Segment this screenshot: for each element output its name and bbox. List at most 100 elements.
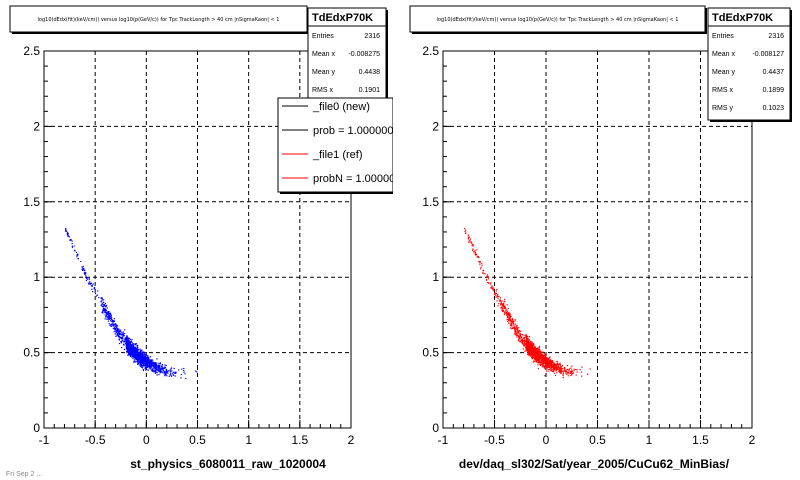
scatter-point [559, 368, 561, 370]
scatter-point [540, 363, 542, 365]
scatter-point [564, 367, 566, 369]
scatter-point [549, 368, 551, 371]
y-tick-label: 1 [432, 270, 439, 284]
scatter-point [166, 370, 169, 373]
scatter-point [129, 342, 131, 344]
scatter-point [477, 256, 479, 258]
scatter-point [130, 348, 132, 350]
scatter-point [136, 346, 139, 349]
scatter-point [543, 360, 545, 362]
scatter-point [86, 277, 88, 279]
scatter-point [541, 358, 543, 360]
legend-entry-label: _file0 (new) [312, 101, 370, 113]
scatter-point [68, 236, 71, 238]
scatter-point [74, 249, 76, 251]
scatter-point [531, 347, 534, 349]
stats-box [707, 7, 791, 121]
scatter-point [128, 345, 130, 347]
scatter-point [519, 338, 521, 340]
scatter-point [520, 340, 522, 342]
scatter-point [120, 341, 122, 343]
scatter-point [566, 365, 569, 367]
scatter-point [155, 364, 157, 367]
scatter-point [494, 292, 496, 295]
scatter-point [502, 310, 504, 312]
scatter-point [510, 323, 512, 325]
scatter-point [127, 349, 129, 352]
scatter-point [527, 337, 529, 340]
scatter-point [85, 275, 87, 277]
scatter-point [157, 365, 159, 367]
scatter-point [100, 304, 102, 306]
scatter-point [551, 370, 553, 373]
scatter-point [124, 329, 126, 331]
scatter-point [561, 368, 563, 370]
scatter-point [529, 353, 532, 355]
scatter-point [550, 363, 552, 365]
scatter-point [121, 340, 123, 342]
scatter-point [514, 320, 516, 322]
scatter-point [108, 316, 111, 319]
scatter-point [160, 367, 162, 370]
scatter-point [474, 253, 476, 255]
footer-stamp: Fri Sep 2 ... [6, 471, 42, 478]
scatter-point [513, 327, 515, 329]
scatter-point [141, 366, 143, 368]
scatter-point [158, 368, 160, 370]
legend-box [277, 97, 393, 193]
scatter-point [511, 321, 513, 323]
scatter-point [161, 370, 163, 373]
scatter-point [511, 327, 513, 329]
scatter-point [531, 341, 533, 343]
scatter-point [126, 350, 128, 353]
scatter-point [545, 357, 548, 359]
scatter-point [95, 293, 97, 295]
scatter-point [547, 370, 549, 372]
scatter-point [145, 352, 147, 354]
scatter-point [103, 299, 105, 301]
scatter-point [531, 349, 534, 351]
scatter-point [529, 344, 531, 346]
scatter-point [165, 364, 167, 367]
scatter-point [524, 340, 526, 342]
scatter-point [516, 324, 518, 327]
scatter-point [122, 333, 124, 335]
scatter-point [491, 285, 493, 287]
scatter-point [114, 325, 117, 327]
scatter-point [118, 337, 120, 339]
scatter-point [534, 360, 536, 362]
scatter-point [137, 363, 139, 365]
scatter-point [115, 327, 117, 329]
scatter-point [506, 318, 508, 321]
scatter-point [571, 374, 573, 376]
scatter-point [564, 369, 566, 371]
scatter-point [556, 368, 559, 370]
scatter-point [537, 355, 540, 358]
scatter-point [508, 313, 510, 315]
scatter-point [159, 368, 161, 370]
scatter-point [134, 359, 136, 361]
scatter-point [102, 307, 105, 310]
scatter-point [533, 357, 535, 359]
scatter-point [146, 366, 148, 369]
stats-row-value: 0.4437 [763, 69, 785, 76]
scatter-point [114, 333, 116, 335]
scatter-point [169, 369, 171, 372]
scatter-point [133, 346, 135, 348]
scatter-point [137, 362, 139, 365]
scatter-point [533, 349, 535, 351]
scatter-point [104, 309, 106, 312]
scatter-point [488, 282, 490, 284]
scatter-point [137, 360, 139, 362]
scatter-point [150, 364, 153, 366]
scatter-point [147, 369, 149, 371]
scatter-point [139, 356, 141, 358]
scatter-point [532, 353, 534, 355]
scatter-point [482, 272, 485, 274]
scatter-point [153, 365, 156, 367]
scatter-point [565, 372, 567, 374]
scatter-point [88, 283, 90, 285]
scatter-point [517, 331, 519, 334]
scatter-point [142, 353, 144, 355]
scatter-point [484, 273, 486, 275]
